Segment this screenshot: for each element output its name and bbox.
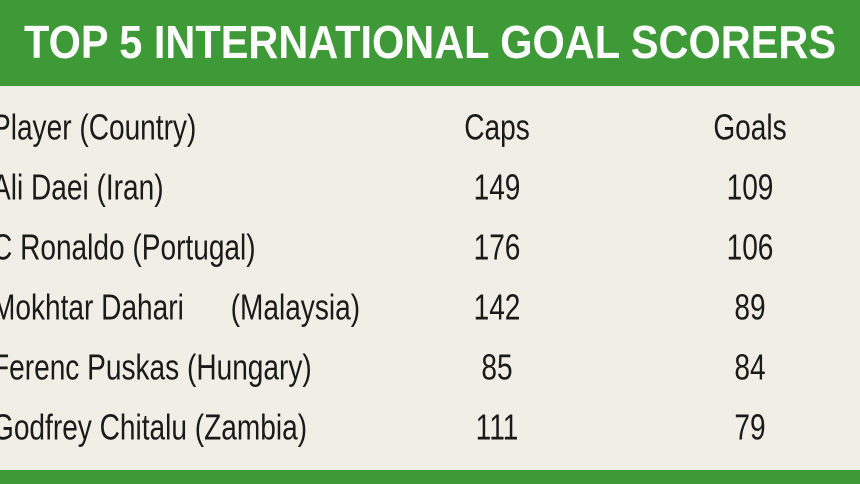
player-cell: Mokhtar Dahari (Malaysia)	[0, 287, 360, 327]
number-cell: 79	[734, 407, 765, 447]
number-cell: 176	[474, 227, 521, 267]
header-cell: Player (Country)	[0, 107, 196, 147]
player-cell: Godfrey Chitalu (Zambia)	[0, 407, 307, 447]
header-cell: Goals	[713, 107, 786, 147]
number-cell: 85	[481, 347, 512, 387]
number-cell: 109	[727, 167, 774, 207]
number-cell: 111	[476, 407, 519, 447]
number-cell: 89	[734, 287, 765, 327]
player-cell: Ferenc Puskas (Hungary)	[0, 347, 312, 387]
player-cell: C Ronaldo (Portugal)	[0, 227, 256, 267]
title: TOP 5 INTERNATIONAL GOAL SCORERS	[24, 16, 836, 68]
number-cell: 149	[474, 167, 521, 207]
header-cell: Caps	[464, 107, 530, 147]
number-cell: 84	[734, 347, 765, 387]
title-bar	[0, 0, 860, 86]
table-body: Player (Country) Caps Goals Ali Daei (Iran)…	[0, 107, 787, 447]
bottom-bar	[0, 470, 860, 484]
number-cell: 142	[474, 287, 521, 327]
player-cell: Ali Daei (Iran)	[0, 167, 164, 207]
number-cell: 106	[727, 227, 774, 267]
